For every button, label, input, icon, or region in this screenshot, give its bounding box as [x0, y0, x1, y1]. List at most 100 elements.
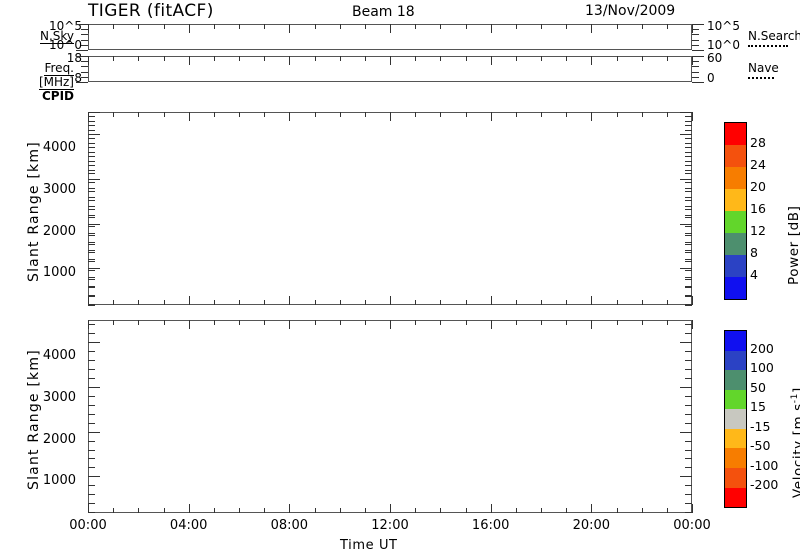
y-tick: [81, 44, 88, 46]
y-tick: [685, 286, 692, 288]
y-tick: [680, 268, 692, 270]
y-tick: [88, 199, 95, 201]
y-tick: [685, 147, 692, 149]
x-tick: [188, 504, 190, 513]
y-tick: [88, 261, 95, 263]
x-tick: [239, 24, 240, 29]
x-tick: [163, 300, 165, 305]
x-tick: [339, 508, 341, 513]
x-tick: [88, 296, 89, 305]
x-tick: [666, 320, 668, 325]
y-tick: [685, 494, 692, 496]
colorbar-segment: [725, 467, 746, 488]
y-tick: [680, 476, 692, 478]
y-tick: [88, 268, 100, 270]
x-tick: [641, 24, 643, 29]
y-tick: [685, 196, 692, 198]
x-tick: [264, 56, 266, 61]
nsky-ytick-low-left: 10^0: [49, 38, 82, 52]
x-tick: [213, 320, 215, 325]
nave-legend: Nave: [748, 62, 779, 79]
x-tick: [515, 300, 517, 305]
x-tick: [264, 508, 266, 513]
y-tick: [88, 152, 95, 154]
power-plot-panel[interactable]: [88, 112, 692, 305]
x-tick: [339, 112, 341, 117]
freq-ytick-low-left: 8: [74, 71, 82, 85]
y-tick: [88, 440, 95, 442]
x-tick: [541, 56, 542, 61]
power-yaxis-title: Slant Range [km]: [26, 141, 42, 282]
y-tick: [680, 431, 692, 433]
y-tick: [685, 243, 692, 245]
y-tick: [88, 179, 100, 180]
colorbar-tick-label: 24: [750, 157, 766, 172]
y-tick: [685, 125, 692, 127]
y-tick: [88, 378, 95, 380]
y-tick: [88, 503, 95, 505]
x-tick: [515, 56, 517, 61]
x-tick: [314, 24, 316, 29]
x-tick: [314, 300, 316, 305]
x-tick: [490, 112, 492, 121]
x-tick: [415, 56, 417, 61]
x-tick: [239, 300, 240, 305]
y-tick: [88, 287, 95, 289]
x-tick: [440, 56, 442, 61]
x-tick: [465, 508, 467, 513]
colorbar-tick-label: -200: [750, 477, 779, 493]
x-tick: [239, 56, 240, 61]
x-tick: [641, 56, 643, 61]
colorbar-tick-label: 8: [750, 245, 758, 260]
y-tick: [88, 342, 100, 344]
x-tick: [289, 504, 291, 513]
y-tick: [685, 360, 692, 362]
y-tick: [76, 82, 88, 83]
x-tick: [616, 56, 618, 61]
y-tick: [685, 226, 692, 228]
y-tick: [88, 243, 95, 245]
y-tick: [685, 143, 692, 145]
x-tick: [264, 112, 266, 117]
x-tick: [364, 56, 366, 61]
x-tick: [591, 296, 593, 305]
velocity-plot-panel[interactable]: [88, 320, 692, 513]
y-tick: [88, 413, 95, 415]
nsearch-line-sample: [748, 45, 788, 47]
x-tick: [88, 56, 89, 65]
x-tick: [138, 300, 140, 305]
x-tick: [239, 112, 240, 117]
nsky-ytick-high-left: 10^5: [49, 19, 82, 33]
velocity-ytick-1000: 1000: [42, 473, 76, 488]
y-tick: [88, 485, 95, 487]
x-tick: [239, 320, 240, 325]
y-tick: [685, 304, 692, 306]
y-tick: [685, 232, 692, 234]
y-tick: [81, 66, 88, 68]
x-tick: [390, 504, 391, 513]
x-tick: [616, 24, 618, 29]
x-tick: [163, 112, 165, 117]
y-tick: [680, 387, 692, 388]
x-tick: [364, 320, 366, 325]
colorbar-tick-label: 4: [750, 267, 758, 282]
y-tick: [88, 226, 95, 228]
x-tick: [314, 320, 316, 325]
x-tick: [113, 112, 115, 117]
velocity-colorbar[interactable]: [724, 330, 747, 508]
power-colorbar[interactable]: [724, 122, 747, 300]
freq-ytick-low-right: 0: [707, 71, 715, 85]
y-tick: [685, 234, 692, 236]
x-tick: [213, 508, 215, 513]
date-label: 13/Nov/2009: [585, 3, 676, 19]
xaxis-tick-label: 00:00: [673, 518, 711, 533]
y-tick: [81, 76, 88, 78]
y-tick: [88, 205, 95, 207]
y-tick: [88, 234, 95, 236]
y-tick: [692, 39, 699, 41]
x-tick: [364, 112, 366, 117]
cpid-label: CPID: [41, 89, 74, 103]
x-tick: [616, 320, 618, 325]
y-tick: [685, 378, 692, 380]
y-tick: [685, 182, 692, 184]
